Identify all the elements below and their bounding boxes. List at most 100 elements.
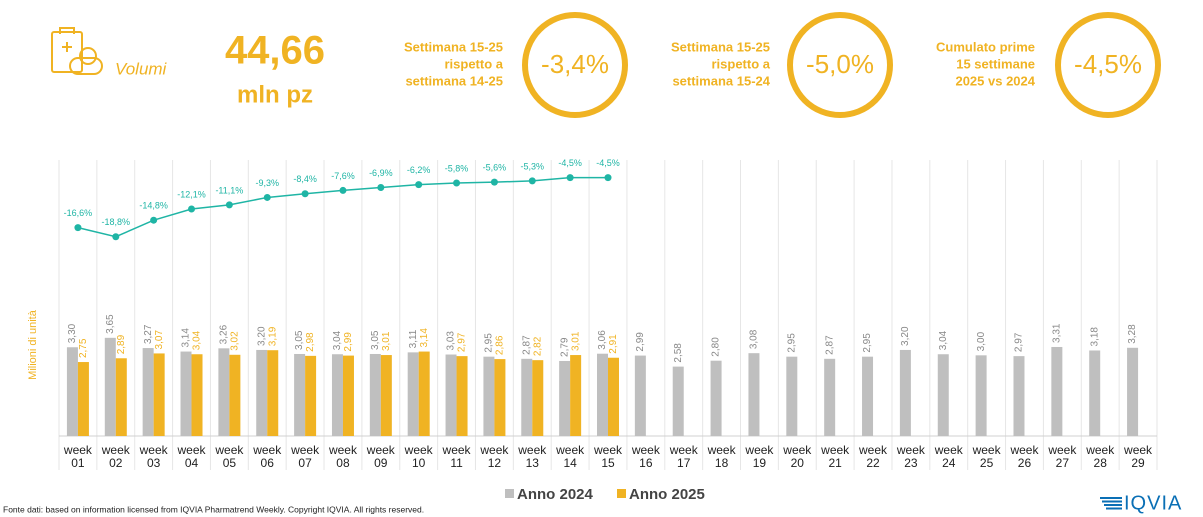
bar-value-label: 2,91 (608, 334, 619, 354)
bar-value-label: 3,03 (446, 331, 457, 351)
x-tick-label: week 27 (1048, 443, 1077, 470)
legend-label: Anno 2025 (629, 486, 705, 503)
bar (305, 355, 317, 436)
bar-value-label: 3,06 (597, 330, 608, 350)
bar (256, 349, 268, 436)
bar (570, 355, 582, 436)
bar-value-label: 3,05 (294, 330, 305, 350)
bar-value-label: 3,28 (1127, 324, 1138, 344)
bar (418, 351, 430, 436)
bar-value-label: 3,04 (938, 330, 949, 350)
bar-value-label: 2,86 (495, 335, 506, 355)
bar-value-label: 2,87 (521, 335, 532, 355)
bar-value-label: 3,11 (408, 329, 419, 348)
bar (634, 355, 646, 436)
trend-point (528, 177, 536, 185)
bar (229, 354, 241, 436)
bar (191, 354, 203, 436)
x-tick-label: week 29 (1124, 443, 1153, 470)
bar-value-label: 2,75 (78, 338, 89, 358)
bar-value-label: 2,82 (532, 336, 543, 356)
total-unit: mln pz (237, 81, 313, 108)
bar-value-label: 3,18 (1089, 327, 1100, 347)
kpi-label: Cumulato prime (936, 39, 1035, 54)
legend-label: Anno 2024 (517, 486, 594, 503)
x-tick-label: week 22 (859, 443, 888, 470)
kpi-circle (522, 12, 628, 118)
x-tick-label: week 08 (328, 443, 357, 470)
x-tick-label: week 13 (518, 443, 547, 470)
bar (445, 354, 457, 436)
bar (104, 337, 116, 436)
bar (115, 358, 127, 436)
bar-value-label: 3,07 (154, 330, 165, 350)
trend-label: -6,9% (369, 168, 393, 178)
trend-label: -6,2% (407, 165, 431, 175)
bar-value-label: 2,95 (786, 333, 797, 353)
source-note: Fonte dati: based on information license… (3, 504, 424, 514)
kpi-label: rispetto a (444, 56, 503, 71)
bar (975, 355, 987, 436)
bar (521, 358, 533, 436)
trend-label: -9,3% (255, 178, 279, 188)
x-tick-label: week 07 (291, 443, 320, 470)
bar-value-label: 3,04 (332, 330, 343, 350)
x-tick-label: week 21 (821, 443, 850, 470)
x-tick-label: week 18 (707, 443, 736, 470)
bar-value-label: 3,00 (976, 331, 987, 351)
bar-value-label: 3,31 (1051, 323, 1062, 343)
bar (153, 353, 165, 436)
kpi-circle (1055, 12, 1161, 118)
bar-value-label: 3,65 (105, 314, 116, 334)
bar (1051, 346, 1063, 436)
bar-value-label: 3,14 (181, 328, 192, 348)
trend-point (490, 178, 498, 186)
bar-value-label: 2,95 (484, 333, 495, 353)
bar (937, 354, 949, 436)
x-tick-label: week 03 (139, 443, 168, 470)
bar-value-label: 3,02 (230, 331, 241, 351)
bar-value-label: 2,99 (343, 332, 354, 352)
trend-label: -16,6% (64, 208, 93, 218)
bar-value-label: 2,99 (635, 332, 646, 352)
bar-value-label: 3,14 (419, 328, 430, 348)
legend-swatch (617, 489, 626, 498)
x-tick-label: week 05 (215, 443, 244, 470)
bar-value-label: 2,87 (824, 335, 835, 355)
trend-label: -4,5% (596, 158, 620, 168)
bar-value-label: 2,89 (116, 334, 127, 354)
x-tick-label: week 26 (1010, 443, 1039, 470)
kpi-label: Settimana 15-25 (671, 39, 770, 54)
x-tick-label: week 02 (101, 443, 130, 470)
kpi-value: -5,0% (806, 49, 874, 79)
x-tick-label: week 06 (253, 443, 282, 470)
bar-value-label: 3,19 (267, 326, 278, 346)
bar (142, 348, 154, 436)
bar (180, 351, 192, 436)
kpi-label: 15 settimane (956, 56, 1035, 71)
trend-label: -5,6% (483, 163, 507, 173)
trend-label: -7,6% (331, 171, 355, 181)
trend-label: -11,1% (215, 185, 243, 195)
kpi-circle (787, 12, 893, 118)
bar (786, 356, 798, 436)
bar (218, 348, 230, 436)
y-axis-label: Milioni di unità (27, 309, 39, 380)
x-tick-label: week 01 (63, 443, 92, 470)
bar (483, 356, 495, 436)
bar (294, 353, 306, 436)
bar (532, 360, 544, 436)
bar (456, 356, 468, 436)
trend-label: -18,8% (102, 217, 131, 227)
trend-point (415, 181, 423, 189)
trend-point (188, 205, 196, 213)
x-tick-label: week 12 (480, 443, 509, 470)
x-tick-label: week 10 (404, 443, 433, 470)
bar (66, 347, 78, 436)
trend-label: -14,8% (139, 201, 168, 211)
bar (267, 350, 279, 436)
bar-value-label: 3,05 (370, 330, 381, 350)
x-tick-label: week 15 (593, 443, 622, 470)
x-tick-label: week 24 (934, 443, 963, 470)
